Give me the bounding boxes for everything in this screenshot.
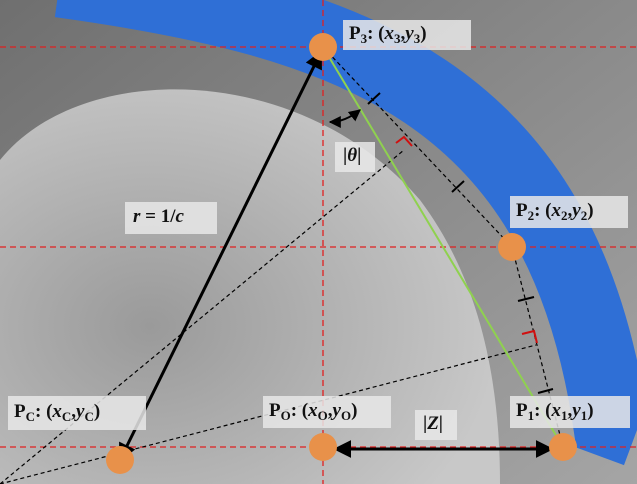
point-label: PC: (xC,yC) (14, 401, 100, 424)
label-part: | (357, 145, 361, 166)
label-part: , (328, 400, 333, 421)
point-label: P1: (x1,y1) (516, 400, 594, 423)
label-part: y (74, 401, 85, 422)
label-part: : ( (534, 400, 551, 421)
label-part: P (14, 401, 26, 422)
label-part: O (281, 408, 291, 423)
label-part: Z (426, 413, 439, 434)
label-part: r (133, 206, 141, 227)
point (309, 433, 337, 461)
label-part: | (423, 413, 427, 434)
label-part: : ( (367, 23, 384, 44)
label-part: 2 (581, 208, 588, 223)
right-angle-marks (395, 135, 538, 344)
point (106, 446, 134, 474)
label-part: : ( (35, 401, 52, 422)
label-part: y (570, 400, 581, 421)
label-part: : ( (534, 200, 551, 221)
point-label: P3: (x3,y3) (349, 23, 427, 46)
annotation-label: |Z| (423, 413, 443, 434)
label-part: ) (587, 400, 593, 421)
label-box (510, 196, 628, 228)
label-part: 1 (528, 408, 535, 423)
label-part: ) (420, 23, 426, 44)
label-part: C (62, 409, 71, 424)
label-part: P (269, 400, 281, 421)
label-part: : ( (291, 400, 308, 421)
label-part: C (84, 409, 93, 424)
label-part: O (341, 408, 351, 423)
label-part: P (516, 200, 528, 221)
label-part: 1 (581, 408, 588, 423)
radius-arrow (118, 50, 323, 462)
label-box (8, 396, 146, 430)
label-part: | (439, 413, 443, 434)
label-part: x (551, 200, 562, 221)
label-part: y (403, 23, 414, 44)
annotation-box (335, 142, 375, 172)
label-part: y (570, 200, 581, 221)
point (498, 233, 526, 261)
label-part: x (551, 400, 562, 421)
label-part: , (71, 401, 76, 422)
label-part: , (568, 400, 573, 421)
point (549, 433, 577, 461)
label-part: 3 (414, 31, 421, 46)
annotation-box (125, 202, 217, 234)
label-part: O (318, 408, 328, 423)
annotation-label: r = 1/c (133, 206, 185, 227)
blue-band (54, 0, 637, 466)
label-part: x (307, 400, 318, 421)
label-box (510, 396, 630, 428)
point (309, 33, 337, 61)
label-box (343, 20, 471, 50)
label-part: C (26, 409, 35, 424)
label-part: = 1/ (140, 206, 176, 227)
label-part: x (384, 23, 395, 44)
label-part: 2 (561, 208, 568, 223)
label-part: , (568, 200, 573, 221)
point-label: PO: (xO,yO) (269, 400, 357, 423)
label-part: 3 (394, 31, 401, 46)
label-part: θ (347, 145, 357, 166)
label-part: ) (587, 200, 593, 221)
tick-marks (367, 92, 554, 394)
point-label: P2: (x2,y2) (516, 200, 594, 223)
label-part: P (516, 400, 528, 421)
label-part: y (331, 400, 342, 421)
annotation-box (415, 410, 457, 440)
label-part: ) (94, 401, 100, 422)
label-part: | (343, 145, 347, 166)
labels: P3: (x3,y3)P2: (x2,y2)P1: (x1,y1)PO: (xO… (8, 20, 630, 474)
label-part: P (349, 23, 361, 44)
label-part: 1 (561, 408, 568, 423)
label-part: , (401, 23, 406, 44)
label-part: ) (351, 400, 357, 421)
label-part: 2 (528, 208, 535, 223)
annotation-label: |θ| (343, 145, 361, 166)
label-part: c (176, 206, 185, 227)
label-part: x (51, 401, 62, 422)
label-part: 3 (361, 31, 368, 46)
chord (322, 46, 564, 448)
label-box (263, 396, 391, 428)
angle-arc (328, 109, 361, 128)
